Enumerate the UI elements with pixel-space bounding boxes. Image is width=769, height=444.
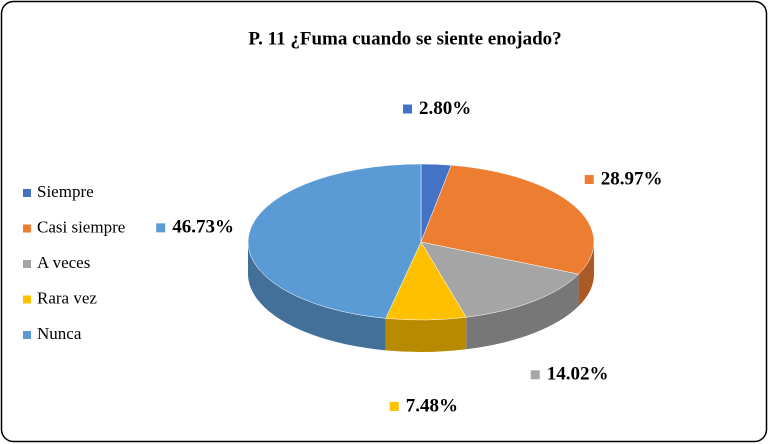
value-label: 7.48%: [406, 395, 458, 416]
slice-side: [248, 242, 386, 351]
legend-label: Siempre: [37, 182, 94, 201]
slice: [420, 164, 595, 275]
slice: [247, 163, 422, 319]
legend-label: A veces: [37, 253, 90, 272]
value-label: 2.80%: [419, 98, 471, 119]
value-label-key: [389, 401, 399, 411]
chart-title: P. 11 ¿Fuma cuando se siente enojado?: [248, 28, 561, 49]
value-label-key: [156, 223, 166, 233]
slice-side: [466, 274, 579, 350]
slice-side: [578, 242, 594, 307]
legend-label: Nunca: [37, 324, 82, 343]
slice-side: [385, 317, 467, 352]
legend-label: Casi siempre: [37, 217, 125, 236]
legend-key: [23, 189, 31, 197]
value-label-key: [403, 104, 413, 114]
value-label: 46.73%: [172, 217, 234, 238]
legend-key: [23, 224, 31, 233]
legend-key: [23, 295, 31, 304]
value-label-key: [584, 175, 594, 185]
value-label: 14.02%: [547, 364, 609, 385]
legend-key: [23, 260, 31, 268]
slice: [420, 241, 580, 318]
value-label-key: [530, 370, 540, 380]
legend-key: [23, 331, 31, 339]
value-label: 28.97%: [601, 168, 663, 189]
legend-label: Rara vez: [37, 288, 97, 307]
